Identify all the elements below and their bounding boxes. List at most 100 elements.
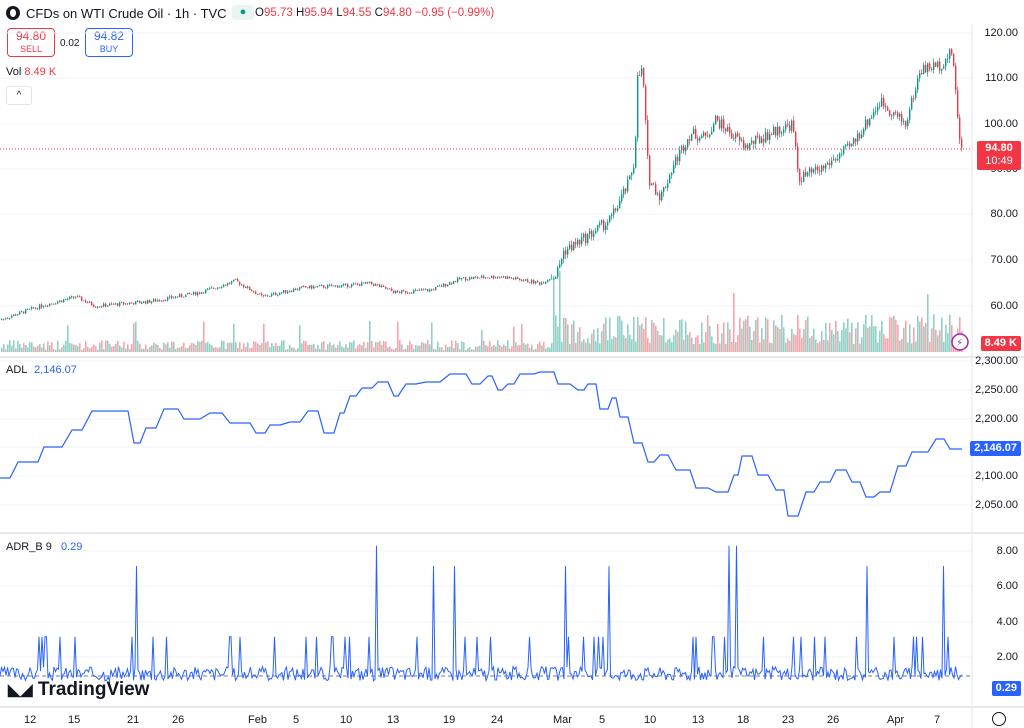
symbol-logo-icon[interactable] (6, 6, 20, 20)
volume-bar (481, 329, 483, 352)
volume-legend[interactable]: Vol 8.49 K (6, 66, 56, 78)
lightning-icon[interactable] (951, 333, 969, 351)
candle-body (961, 139, 963, 148)
tradingview-logo[interactable]: ◣◢ TradingView (8, 679, 149, 701)
candle-body (407, 292, 409, 294)
volume-bar (843, 322, 845, 352)
volume-bar (217, 348, 219, 352)
volume-bar (195, 344, 197, 352)
volume-bar (279, 345, 281, 352)
candle-body (149, 300, 151, 303)
candle-body (65, 299, 67, 301)
adr-axis-label: 4.00 (996, 616, 1018, 628)
candle-body (323, 285, 325, 288)
candle-body (555, 276, 557, 279)
candle-body (933, 62, 935, 70)
volume-bar (179, 347, 181, 352)
volume-bar (301, 343, 303, 352)
candle-body (815, 166, 817, 170)
collapse-legend-button[interactable]: ^ (6, 86, 32, 105)
volume-bar (569, 343, 571, 352)
volume-bar (335, 347, 337, 352)
candle-body (191, 293, 193, 295)
settings-gear-icon[interactable] (992, 712, 1006, 726)
candle-body (621, 194, 623, 201)
candle-body (357, 283, 359, 285)
adl-legend[interactable]: ADL 2,146.07 (6, 364, 77, 376)
volume-bar (387, 347, 389, 352)
volume-bar (39, 344, 41, 352)
candle-body (351, 284, 353, 287)
volume-bar (457, 343, 459, 352)
volume-bar (349, 342, 351, 352)
candle-body (235, 279, 237, 280)
candle-body (941, 68, 943, 71)
volume-bar (767, 319, 769, 352)
symbol-title[interactable]: CFDs on WTI Crude Oil · 1h · TVC (26, 6, 227, 21)
candle-body (211, 287, 213, 289)
price-candles (1, 48, 963, 321)
volume-bar (777, 327, 779, 352)
candle-body (375, 284, 377, 286)
change-value: −0.95 (−0.99%) (414, 7, 495, 19)
candle-body (875, 111, 877, 113)
candle-body (655, 184, 657, 195)
volume-bar (807, 316, 809, 352)
candle-body (763, 138, 765, 143)
adr-legend[interactable]: ADR_B 9 0.29 (6, 541, 82, 553)
volume-bar (115, 343, 117, 352)
candle-body (231, 281, 233, 284)
volume-bar (759, 342, 761, 352)
volume-bar (435, 349, 437, 352)
volume-bar (521, 324, 523, 352)
volume-bar (407, 345, 409, 352)
adl-axis-label: 2,050.00 (975, 499, 1018, 511)
candle-body (745, 144, 747, 148)
volume-bar (63, 344, 65, 352)
candle-body (627, 179, 629, 192)
candle-body (949, 49, 951, 59)
volume-bar (629, 334, 631, 352)
candle-body (427, 289, 429, 292)
volume-bar (753, 331, 755, 352)
market-status-icon[interactable]: ● (232, 5, 254, 20)
candle-body (619, 200, 621, 209)
volume-bar (649, 342, 651, 352)
volume-bar (55, 349, 57, 352)
volume-bar (133, 323, 135, 352)
volume-bar (45, 349, 47, 352)
volume-bar (167, 342, 169, 352)
candle-body (737, 133, 739, 137)
candle-body (811, 168, 813, 173)
volume-bar (869, 326, 871, 352)
volume-bar (33, 346, 35, 352)
volume-bar (31, 342, 33, 352)
candle-body (359, 284, 361, 286)
candle-body (179, 294, 181, 297)
volume-bar (735, 342, 737, 352)
candle-body (499, 276, 501, 278)
candle-body (63, 299, 65, 303)
candle-body (491, 276, 493, 278)
volume-bar (305, 341, 307, 352)
candle-body (483, 276, 485, 279)
candle-body (11, 316, 13, 318)
candle-body (241, 284, 243, 286)
volume-bar (895, 319, 897, 352)
candle-body (547, 280, 549, 282)
candle-body (187, 292, 189, 295)
candle-body (551, 278, 553, 280)
candle-body (267, 295, 269, 297)
volume-bar (117, 340, 119, 352)
candle-body (393, 290, 395, 294)
volume-bar (849, 332, 851, 352)
adr-axis-label: 8.00 (996, 545, 1018, 557)
candle-body (651, 183, 653, 186)
candle-body (83, 300, 85, 302)
candle-body (249, 286, 251, 291)
candle-body (899, 113, 901, 117)
volume-bar (863, 324, 865, 352)
candle-body (417, 289, 419, 291)
volume-bar (595, 341, 597, 352)
